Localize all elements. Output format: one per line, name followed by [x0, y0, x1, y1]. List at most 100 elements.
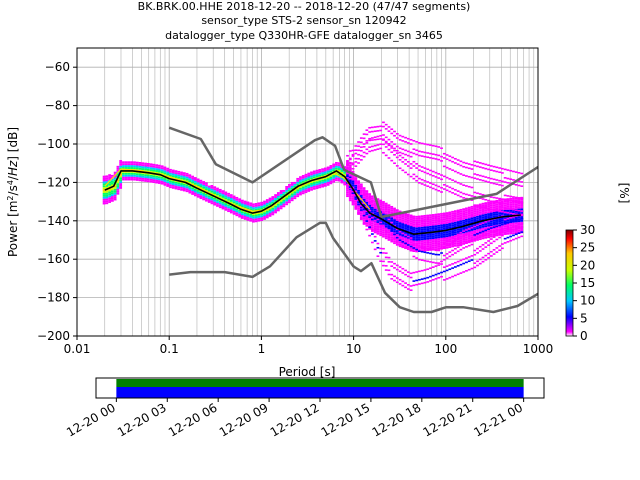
heatmap-cell: [127, 167, 131, 169]
heatmap-cell: [210, 202, 214, 205]
heatmap-cell: [398, 229, 402, 232]
heatmap-cell: [188, 189, 192, 192]
heatmap-cell: [351, 170, 355, 173]
heatmap-cell: [193, 188, 197, 191]
heatmap-cell: [442, 242, 446, 244]
heatmap-cell: [346, 175, 349, 178]
heatmap-cell: [423, 155, 427, 158]
heatmap-cell: [102, 185, 106, 188]
heatmap-cell: [398, 266, 402, 268]
heatmap-cell: [445, 244, 449, 247]
heatmap-cell: [398, 151, 402, 154]
heatmap-cell: [470, 225, 474, 228]
heatmap-cell: [335, 167, 338, 170]
heatmap-cell: [362, 151, 366, 154]
heatmap-cell: [509, 228, 513, 231]
heatmap-cell: [448, 221, 452, 224]
heatmap-cell: [166, 173, 170, 176]
heatmap-cell: [191, 189, 194, 192]
heatmap-cell: [221, 194, 225, 196]
heatmap-cell: [501, 221, 504, 224]
heatmap-cell: [398, 225, 402, 228]
heatmap-cell: [108, 178, 111, 180]
heatmap-cell: [459, 222, 463, 225]
heatmap-cell: [476, 206, 479, 209]
heatmap-cell: [415, 231, 419, 234]
heatmap-cell: [514, 230, 518, 232]
heatmap-cell: [368, 227, 372, 230]
heatmap-cell: [445, 214, 449, 217]
heatmap-cell: [503, 222, 507, 225]
heatmap-cell: [169, 186, 172, 189]
heatmap-cell: [481, 208, 485, 211]
heatmap-cell: [451, 192, 454, 194]
heatmap-cell: [395, 149, 399, 152]
heatmap-cell: [412, 223, 416, 226]
heatmap-cell: [382, 143, 385, 146]
heatmap-cell: [232, 199, 236, 202]
colorbar-label: [%]: [617, 183, 631, 204]
heatmap-cell: [390, 236, 394, 239]
heatmap-cell: [371, 224, 374, 227]
heatmap-cell: [445, 242, 449, 245]
heatmap-cell: [429, 241, 432, 244]
heatmap-cell: [440, 178, 443, 181]
heatmap-cell: [224, 208, 228, 211]
heatmap-cell: [426, 216, 430, 219]
heatmap-cell: [459, 208, 463, 211]
heatmap-cell: [265, 204, 269, 207]
heatmap-cell: [254, 220, 258, 223]
heatmap-cell: [459, 233, 463, 236]
heatmap-cell: [404, 222, 407, 225]
heatmap-cell: [437, 185, 441, 188]
heatmap-cell: [158, 168, 161, 171]
heatmap-cell: [520, 214, 524, 217]
heatmap-cell: [265, 210, 269, 213]
heatmap-cell: [387, 236, 391, 239]
heatmap-cell: [437, 158, 441, 161]
heatmap-cell: [238, 198, 242, 201]
heatmap-cell: [174, 172, 178, 175]
heatmap-cell: [113, 196, 117, 199]
heatmap-cell: [514, 196, 518, 199]
heatmap-cell: [346, 154, 349, 157]
heatmap-cell: [149, 178, 153, 181]
heatmap-cell: [130, 167, 134, 169]
heatmap-cell: [412, 230, 416, 233]
heatmap-cell: [418, 230, 421, 233]
heatmap-cell: [185, 180, 189, 183]
heatmap-cell: [437, 189, 441, 192]
heatmap-cell: [412, 177, 416, 180]
heatmap-cell: [512, 222, 515, 225]
heatmap-cell: [263, 206, 266, 209]
heatmap-cell: [290, 187, 294, 190]
heatmap-cell: [343, 183, 347, 186]
heatmap-cell: [459, 231, 463, 234]
heatmap-cell: [384, 208, 388, 211]
heatmap-cell: [498, 197, 502, 200]
heatmap-cell: [509, 217, 513, 219]
heatmap-cell: [426, 220, 430, 223]
heatmap-cell: [418, 169, 421, 171]
heatmap-cell: [365, 148, 369, 151]
heatmap-cell: [141, 177, 145, 180]
heatmap-cell: [492, 215, 496, 218]
heatmap-cell: [371, 226, 374, 229]
heatmap-cell: [415, 149, 419, 152]
heatmap-cell: [390, 240, 394, 243]
heatmap-cell: [387, 204, 391, 207]
heatmap-cell: [113, 194, 117, 197]
heatmap-cell: [476, 165, 479, 168]
heatmap-cell: [459, 248, 463, 251]
heatmap-cell: [501, 204, 504, 207]
heatmap-cell: [409, 249, 413, 252]
heatmap-cell: [431, 237, 435, 239]
heatmap-cell: [409, 220, 413, 223]
heatmap-cell: [393, 279, 396, 282]
heatmap-cell: [465, 270, 468, 272]
heatmap-cell: [276, 207, 280, 210]
heatmap-cell: [434, 265, 438, 267]
heatmap-cell: [498, 233, 502, 236]
heatmap-cell: [141, 166, 145, 169]
heatmap-cell: [434, 253, 438, 256]
